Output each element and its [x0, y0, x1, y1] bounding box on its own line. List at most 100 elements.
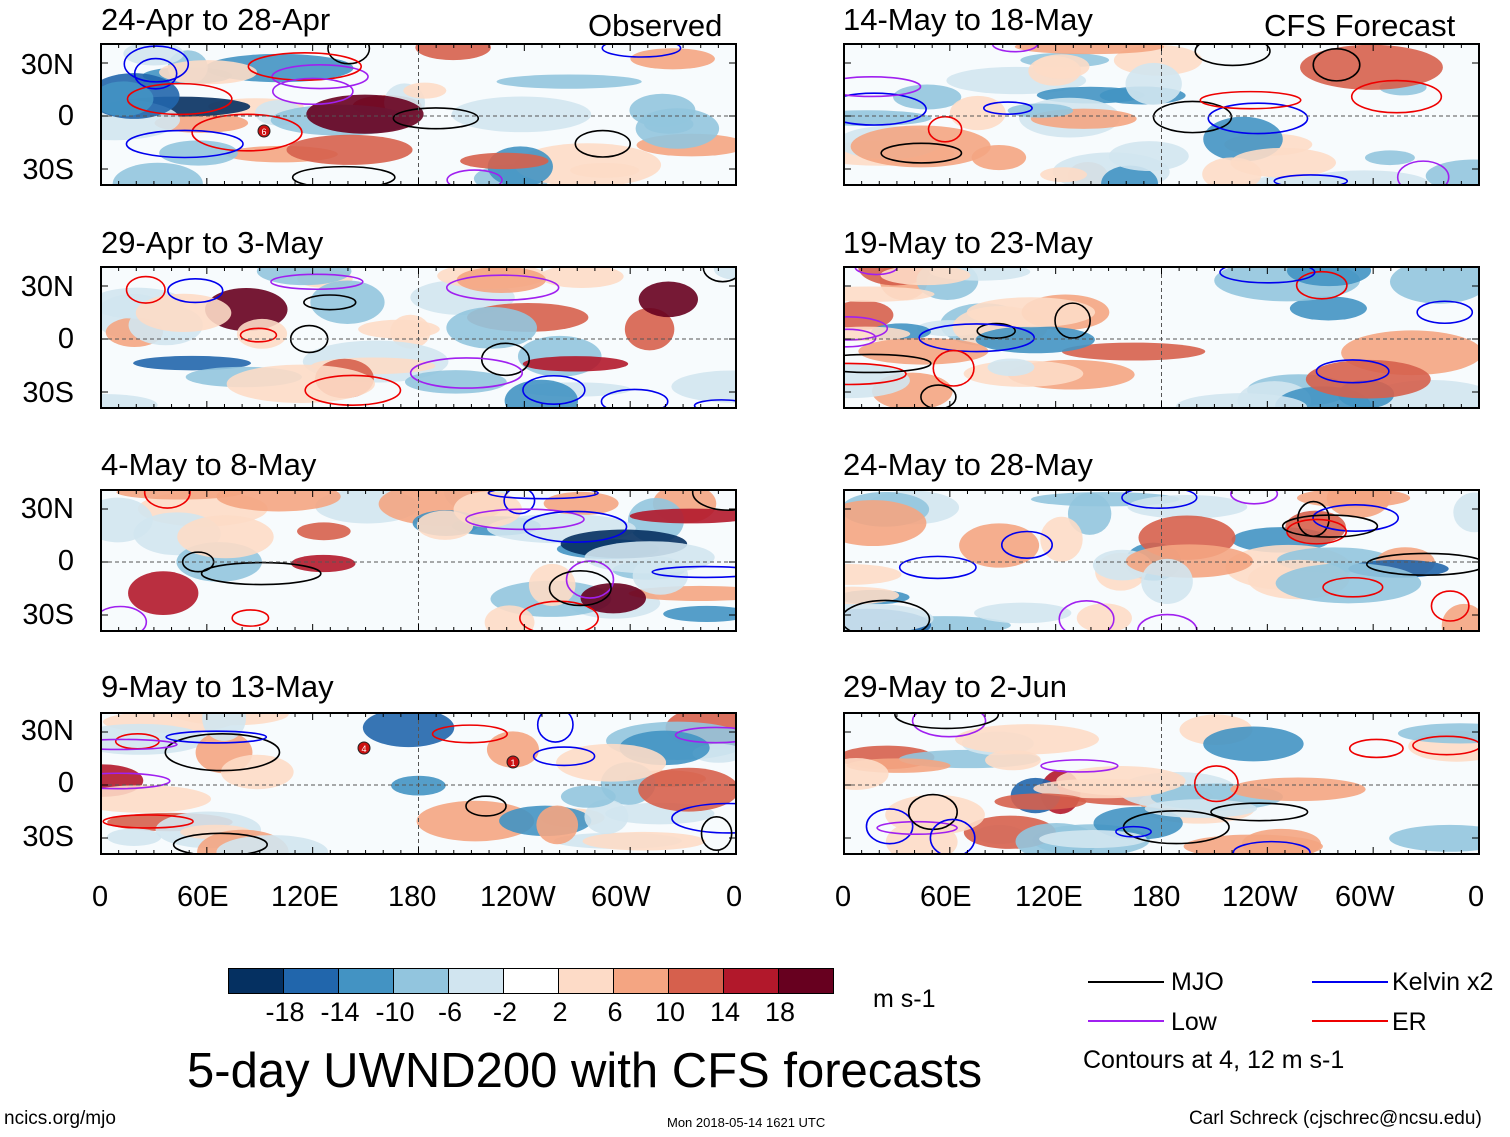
forecast-panel-3 [843, 489, 1480, 632]
wave-contour [1232, 840, 1311, 854]
colorbar-swatch [668, 968, 724, 994]
easterly-anomaly [1453, 492, 1479, 533]
westerly-anomaly [582, 831, 706, 851]
westerly-anomaly [297, 522, 351, 541]
westerly-anomaly [850, 125, 991, 168]
westerly-anomaly [306, 94, 424, 134]
wave-contour [574, 129, 632, 158]
westerly-anomaly [844, 564, 902, 585]
easterly-anomaly [1203, 726, 1304, 762]
lon-label: 60W [1335, 881, 1395, 913]
wave-contour [165, 730, 268, 744]
easterly-anomaly [584, 541, 715, 574]
lon-label: 0 [726, 881, 743, 913]
westerly-anomaly [236, 318, 288, 349]
colorbar-label: -18 [265, 997, 305, 1027]
wave-contour [1199, 90, 1302, 110]
panel-title-forecast-4: 29-May to 2-Jun [843, 669, 1067, 704]
wave-contour [920, 384, 957, 408]
easterly-anomaly [159, 140, 238, 166]
westerly-anomaly [1040, 516, 1083, 562]
wave-contour [522, 510, 628, 543]
easterly-anomaly [112, 162, 203, 185]
legend-swatch-kelvin [1312, 981, 1388, 983]
colorbar-label: 10 [654, 997, 686, 1027]
westerly-anomaly [403, 82, 447, 99]
wave-contour [1312, 48, 1361, 82]
westerly-anomaly [580, 583, 646, 614]
easterly-anomaly [101, 393, 158, 408]
legend-swatch-low [1088, 1020, 1164, 1022]
wave-contour [1286, 518, 1348, 545]
easterly-anomaly [1397, 723, 1479, 744]
wave-contour [239, 327, 278, 343]
easterly-anomaly [310, 280, 385, 324]
wave-contour [102, 814, 194, 829]
easterly-anomaly [974, 602, 1072, 624]
legend-label-low: Low [1171, 1008, 1217, 1036]
wave-contour [480, 342, 531, 377]
westerly-anomaly [1285, 510, 1346, 544]
wave-contour [1281, 514, 1379, 538]
wave-contour [123, 45, 190, 83]
easterly-anomaly [101, 723, 207, 755]
easterly-anomaly [1286, 267, 1372, 287]
forecast-label: CFS Forecast [1264, 8, 1456, 43]
colorbar-label: -14 [320, 997, 360, 1027]
colorbar-label: 6 [607, 997, 623, 1027]
easterly-anomaly [1390, 267, 1479, 304]
observed-panel-4 [100, 712, 737, 855]
colorbar-swatch [338, 968, 394, 994]
easterly-anomaly [1108, 141, 1189, 172]
easterly-anomaly [1144, 799, 1258, 818]
westerly-anomaly [1014, 44, 1165, 55]
colorbar-swatch [393, 968, 449, 994]
westerly-anomaly [135, 293, 232, 333]
storm-marker-icon [257, 124, 271, 138]
lon-label: 120E [271, 881, 339, 913]
wave-contour [600, 388, 669, 408]
wave-contour [565, 560, 615, 599]
storm-marker-label: 6 [261, 127, 266, 137]
panel-title-forecast-1: 14-May to 18-May [843, 2, 1093, 37]
wave-contour [303, 294, 357, 311]
legend-swatch-mjo [1088, 981, 1164, 983]
lon-label: 60W [591, 881, 651, 913]
forecast-panel-2 [843, 266, 1480, 409]
easterly-anomaly [893, 84, 962, 110]
westerly-anomaly [844, 586, 900, 605]
wave-contour [601, 44, 682, 58]
easterly-anomaly [446, 306, 537, 349]
storm-marker-label: 4 [361, 744, 366, 754]
lat-label-30s: 30S [22, 821, 74, 853]
wave-contour [982, 101, 1033, 115]
wave-contour [445, 274, 560, 301]
wave-contour [532, 746, 596, 767]
westerly-anomaly [286, 134, 413, 165]
lat-label-30s: 30S [22, 599, 74, 631]
legend-label-er: ER [1392, 1008, 1427, 1036]
westerly-anomaly [1040, 167, 1088, 183]
easterly-anomaly [671, 370, 736, 403]
colorbar-label: -10 [375, 997, 415, 1027]
westerly-anomaly [460, 152, 549, 170]
observed-panel-3 [100, 489, 737, 632]
easterly-anomaly [644, 114, 694, 134]
westerly-anomaly [630, 48, 715, 70]
panel-title-forecast-3: 24-May to 28-May [843, 447, 1093, 482]
wave-contour [700, 816, 733, 851]
wave-contour [304, 374, 402, 406]
wave-contour [1194, 44, 1271, 67]
wave-contour [327, 44, 371, 65]
lat-label-eq: 0 [57, 100, 74, 132]
westerly-anomaly [290, 554, 356, 573]
lat-label-30s: 30S [22, 154, 74, 186]
westerly-anomaly [949, 95, 1006, 131]
lon-label: 0 [835, 881, 852, 913]
footer-url[interactable]: ncics.org/mjo [4, 1108, 116, 1129]
westerly-anomaly [159, 60, 258, 85]
wave-contour [1000, 530, 1053, 559]
westerly-anomaly [1061, 342, 1206, 361]
wave-contour [1416, 300, 1474, 325]
westerly-anomaly [629, 508, 736, 524]
